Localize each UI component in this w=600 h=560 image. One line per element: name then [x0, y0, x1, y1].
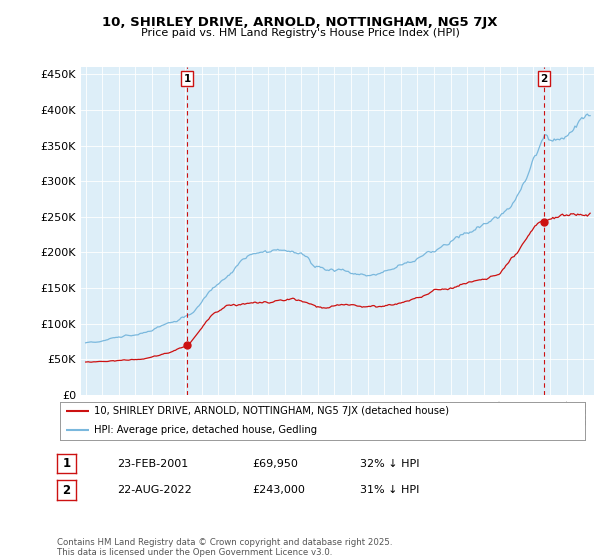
Text: 23-FEB-2001: 23-FEB-2001 [117, 459, 188, 469]
Text: £243,000: £243,000 [252, 485, 305, 495]
Text: Price paid vs. HM Land Registry's House Price Index (HPI): Price paid vs. HM Land Registry's House … [140, 28, 460, 38]
Text: 2: 2 [62, 483, 71, 497]
Text: 1: 1 [62, 457, 71, 470]
Text: £69,950: £69,950 [252, 459, 298, 469]
Text: 32% ↓ HPI: 32% ↓ HPI [360, 459, 419, 469]
Text: 10, SHIRLEY DRIVE, ARNOLD, NOTTINGHAM, NG5 7JX: 10, SHIRLEY DRIVE, ARNOLD, NOTTINGHAM, N… [102, 16, 498, 29]
Text: 1: 1 [184, 74, 191, 84]
Text: HPI: Average price, detached house, Gedling: HPI: Average price, detached house, Gedl… [94, 424, 317, 435]
Text: 2: 2 [540, 74, 547, 84]
Text: Contains HM Land Registry data © Crown copyright and database right 2025.
This d: Contains HM Land Registry data © Crown c… [57, 538, 392, 557]
Text: 10, SHIRLEY DRIVE, ARNOLD, NOTTINGHAM, NG5 7JX (detached house): 10, SHIRLEY DRIVE, ARNOLD, NOTTINGHAM, N… [94, 407, 449, 417]
Text: 22-AUG-2022: 22-AUG-2022 [117, 485, 192, 495]
Text: 31% ↓ HPI: 31% ↓ HPI [360, 485, 419, 495]
